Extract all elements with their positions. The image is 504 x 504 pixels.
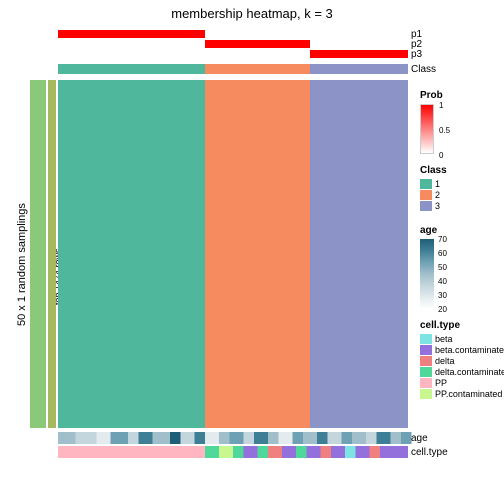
legend-class: Class123 — [420, 165, 447, 212]
legend-prob: Prob10.50 — [420, 90, 443, 154]
row-label: p3 — [411, 49, 422, 60]
legend-celltype: cell.typebetabeta.contaminateddeltadelta… — [420, 320, 504, 400]
row-label: age — [411, 433, 428, 444]
row-label: Class — [411, 64, 436, 75]
legend-age: age706050403020 — [420, 225, 437, 309]
row-label: cell.type — [411, 447, 448, 458]
